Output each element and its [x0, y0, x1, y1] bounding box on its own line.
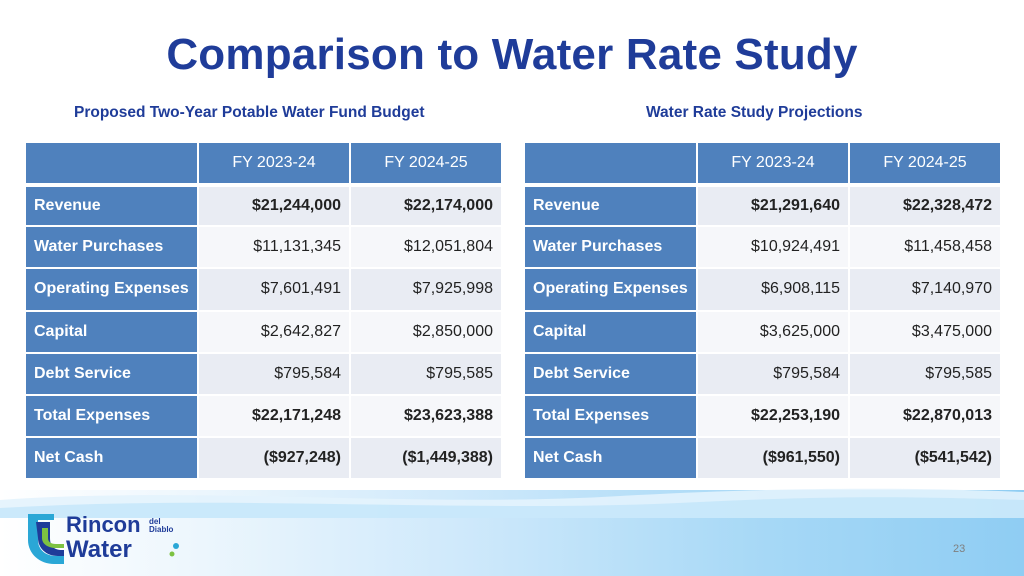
- header-fy-2023-24: FY 2023-24: [199, 143, 349, 183]
- value-fy-2024-25: $2,850,000: [351, 311, 501, 352]
- page-number: 23: [953, 543, 966, 555]
- table-header-row: FY 2023-24 FY 2024-25: [525, 143, 1000, 183]
- value-fy-2023-24: $2,642,827: [199, 311, 349, 352]
- value-fy-2023-24: $3,625,000: [698, 311, 848, 352]
- value-fy-2024-25: $7,925,998: [351, 269, 501, 310]
- table-row-water-purchases: Water Purchases $11,131,345 $12,051,804: [26, 227, 501, 268]
- value-fy-2023-24: $11,131,345: [199, 227, 349, 268]
- proposed-budget-table: FY 2023-24 FY 2024-25 Revenue $21,244,00…: [24, 141, 503, 481]
- row-label: Total Expenses: [525, 395, 696, 437]
- table-row-debt-service: Debt Service $795,584 $795,585: [26, 353, 501, 394]
- value-fy-2024-25: $11,458,458: [850, 227, 1000, 268]
- row-label: Net Cash: [525, 438, 696, 479]
- table-row-total-expenses: Total Expenses $22,171,248 $23,623,388: [26, 395, 501, 437]
- value-fy-2024-25: $795,585: [351, 353, 501, 394]
- header-corner: [26, 143, 197, 183]
- value-fy-2023-24: ($927,248): [199, 438, 349, 479]
- value-fy-2023-24: $21,244,000: [199, 185, 349, 226]
- value-fy-2023-24: $21,291,640: [698, 185, 848, 226]
- value-fy-2024-25: $22,870,013: [850, 395, 1000, 437]
- table-row-revenue: Revenue $21,244,000 $22,174,000: [26, 185, 501, 226]
- logo-word-diablo: Diablo: [149, 525, 174, 534]
- value-fy-2024-25: $23,623,388: [351, 395, 501, 437]
- value-fy-2023-24: ($961,550): [698, 438, 848, 479]
- row-label: Capital: [525, 311, 696, 352]
- table-header-row: FY 2023-24 FY 2024-25: [26, 143, 501, 183]
- row-label: Capital: [26, 311, 197, 352]
- right-table-caption: Water Rate Study Projections: [646, 104, 863, 121]
- value-fy-2023-24: $10,924,491: [698, 227, 848, 268]
- table-row-capital: Capital $3,625,000 $3,475,000: [525, 311, 1000, 352]
- table-row-total-expenses: Total Expenses $22,253,190 $22,870,013: [525, 395, 1000, 437]
- row-label: Debt Service: [525, 353, 696, 394]
- value-fy-2023-24: $6,908,115: [698, 269, 848, 310]
- logo-word-water: Water: [66, 536, 132, 563]
- value-fy-2023-24: $795,584: [698, 353, 848, 394]
- table-row-water-purchases: Water Purchases $10,924,491 $11,458,458: [525, 227, 1000, 268]
- table-row-net-cash: Net Cash ($961,550) ($541,542): [525, 438, 1000, 479]
- footer-wave-decoration: [0, 488, 1024, 518]
- header-fy-2024-25: FY 2024-25: [351, 143, 501, 183]
- slide-title: Comparison to Water Rate Study: [166, 30, 858, 79]
- table-row-net-cash: Net Cash ($927,248) ($1,449,388): [26, 438, 501, 479]
- header-corner: [525, 143, 696, 183]
- value-fy-2024-25: $22,174,000: [351, 185, 501, 226]
- row-label: Net Cash: [26, 438, 197, 479]
- table-row-operating-expenses: Operating Expenses $6,908,115 $7,140,970: [525, 269, 1000, 310]
- row-label: Operating Expenses: [26, 269, 197, 310]
- table-row-operating-expenses: Operating Expenses $7,601,491 $7,925,998: [26, 269, 501, 310]
- rincon-water-logo-icon: [28, 514, 179, 564]
- value-fy-2024-25: $795,585: [850, 353, 1000, 394]
- table-row-revenue: Revenue $21,291,640 $22,328,472: [525, 185, 1000, 226]
- row-label: Water Purchases: [525, 227, 696, 268]
- value-fy-2023-24: $7,601,491: [199, 269, 349, 310]
- value-fy-2023-24: $795,584: [199, 353, 349, 394]
- row-label: Total Expenses: [26, 395, 197, 437]
- value-fy-2023-24: $22,171,248: [199, 395, 349, 437]
- header-fy-2024-25: FY 2024-25: [850, 143, 1000, 183]
- value-fy-2024-25: ($541,542): [850, 438, 1000, 479]
- value-fy-2024-25: $7,140,970: [850, 269, 1000, 310]
- logo-word-rincon: Rincon: [66, 512, 141, 537]
- row-label: Water Purchases: [26, 227, 197, 268]
- value-fy-2024-25: ($1,449,388): [351, 438, 501, 479]
- value-fy-2024-25: $22,328,472: [850, 185, 1000, 226]
- row-label: Revenue: [26, 185, 197, 226]
- row-label: Debt Service: [26, 353, 197, 394]
- row-label: Operating Expenses: [525, 269, 696, 310]
- logo-word-del: del: [149, 517, 161, 526]
- table-row-capital: Capital $2,642,827 $2,850,000: [26, 311, 501, 352]
- value-fy-2024-25: $12,051,804: [351, 227, 501, 268]
- value-fy-2024-25: $3,475,000: [850, 311, 1000, 352]
- value-fy-2023-24: $22,253,190: [698, 395, 848, 437]
- header-fy-2023-24: FY 2023-24: [698, 143, 848, 183]
- logo-word-del-diablo: del Diablo: [149, 518, 173, 534]
- row-label: Revenue: [525, 185, 696, 226]
- table-row-debt-service: Debt Service $795,584 $795,585: [525, 353, 1000, 394]
- rate-study-table: FY 2023-24 FY 2024-25 Revenue $21,291,64…: [523, 141, 1002, 481]
- left-table-caption: Proposed Two-Year Potable Water Fund Bud…: [74, 104, 425, 121]
